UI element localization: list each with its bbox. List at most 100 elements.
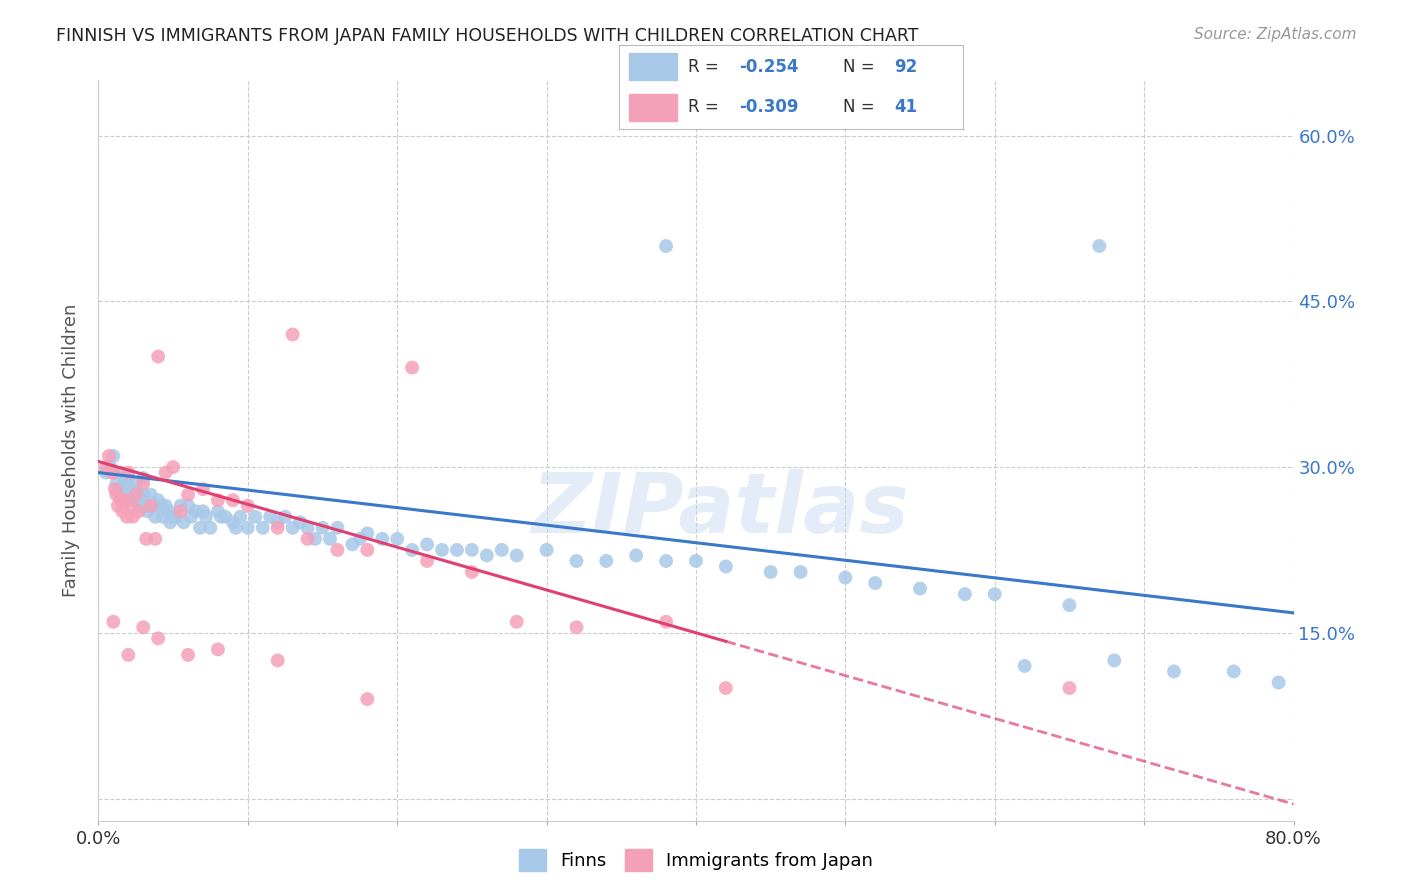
Point [117,648,139,662]
Point [120,499,142,513]
Text: N =: N = [842,98,879,116]
Point [908,582,931,596]
Point [356,526,378,541]
Text: FINNISH VS IMMIGRANTS FROM JAPAN FAMILY HOUSEHOLDS WITH CHILDREN CORRELATION CHA: FINNISH VS IMMIGRANTS FROM JAPAN FAMILY … [56,27,918,45]
Point [565,620,588,634]
Point [103,615,125,629]
Point [461,542,484,557]
Point [136,504,159,518]
Point [311,521,333,535]
Point [114,488,136,502]
Point [685,554,707,568]
Point [759,565,782,579]
Point [207,642,229,657]
Point [143,532,166,546]
Point [461,565,484,579]
Point [125,476,148,491]
Point [162,509,184,524]
Text: ZIPatlas: ZIPatlas [531,469,908,550]
Point [342,537,364,551]
Point [789,565,811,579]
Point [371,532,394,546]
Point [319,532,342,546]
Point [225,521,247,535]
Point [281,327,304,342]
Bar [628,54,678,80]
Point [132,471,155,485]
Point [128,504,150,518]
Point [565,554,588,568]
Point [236,521,259,535]
Point [209,509,232,524]
Point [117,471,139,485]
Point [236,499,259,513]
Point [94,460,117,475]
Point [297,521,319,535]
Text: N =: N = [842,58,879,76]
Point [1267,675,1289,690]
Point [150,499,173,513]
Point [714,559,737,574]
Point [304,532,326,546]
Point [114,493,136,508]
Point [97,449,120,463]
Point [595,554,617,568]
Point [110,466,132,480]
Point [115,509,138,524]
Point [326,542,349,557]
Point [121,509,143,524]
Point [110,482,132,496]
Point [259,509,281,524]
Point [267,653,290,667]
Point [214,509,236,524]
Point [288,516,311,530]
Point [430,542,453,557]
Point [139,499,162,513]
Point [180,509,202,524]
Point [207,493,229,508]
Point [506,549,529,563]
Point [103,466,125,480]
Point [105,476,128,491]
Point [135,532,157,546]
Point [626,549,648,563]
Point [385,532,409,546]
Point [148,632,170,646]
Point [446,542,468,557]
Point [222,493,245,508]
Point [655,615,678,629]
Point [129,499,152,513]
Point [148,493,170,508]
Point [714,681,737,695]
Point [121,493,143,508]
Point [132,620,155,634]
Point [274,509,297,524]
Point [103,449,125,463]
Point [184,504,207,518]
Point [252,521,274,535]
Text: -0.254: -0.254 [740,58,799,76]
Text: 41: 41 [894,98,917,116]
Point [110,493,132,508]
Point [115,493,138,508]
Point [356,542,378,557]
Point [177,648,200,662]
Point [349,532,371,546]
Point [297,532,319,546]
Point [655,239,678,253]
Point [356,692,378,706]
Point [111,493,134,508]
Point [155,466,177,480]
Point [506,615,529,629]
Point [142,499,165,513]
Point [1059,681,1081,695]
Point [416,554,439,568]
Point [655,554,678,568]
Point [1088,239,1111,253]
Point [536,542,558,557]
Text: 92: 92 [894,58,918,76]
Point [148,350,170,364]
Point [125,488,148,502]
Bar [628,94,678,120]
Point [143,509,166,524]
